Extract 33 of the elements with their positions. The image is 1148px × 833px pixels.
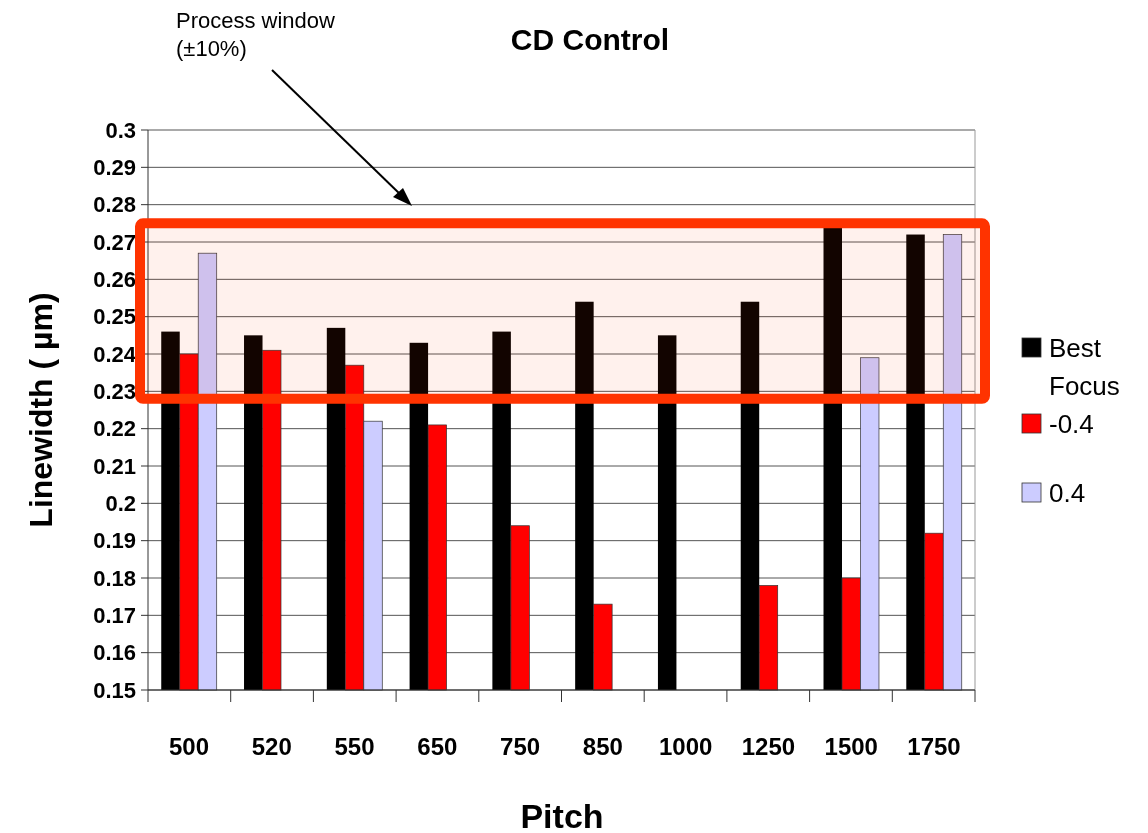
y-tick-label: 0.2 bbox=[105, 491, 136, 517]
x-tick-label: 550 bbox=[334, 733, 375, 760]
x-tick-label: 1750 bbox=[907, 733, 961, 760]
y-tick-label: 0.22 bbox=[93, 416, 136, 442]
y-tick-label: 0.21 bbox=[93, 453, 136, 479]
legend-label: -0.4 bbox=[1049, 409, 1094, 439]
x-tick-label: 1250 bbox=[741, 733, 796, 760]
x-tick-label: 500 bbox=[168, 733, 209, 760]
y-tick-label: 0.16 bbox=[93, 640, 136, 666]
legend-label: 0.4 bbox=[1049, 478, 1086, 508]
chart-title: CD Control bbox=[510, 23, 670, 56]
y-tick-label: 0.26 bbox=[93, 267, 136, 293]
x-tick-label: 850 bbox=[582, 733, 623, 760]
x-tick-label: 750 bbox=[500, 733, 541, 760]
x-tick-label: 520 bbox=[251, 733, 292, 760]
y-tick-label: 0.18 bbox=[93, 565, 136, 591]
x-tick-label: 1500 bbox=[824, 733, 878, 760]
y-axis-title: Linewidth ( µm) bbox=[23, 292, 59, 528]
y-tick-label: 0.25 bbox=[93, 304, 136, 330]
y-tick-label: 0.24 bbox=[93, 341, 137, 367]
x-axis-title: Pitch bbox=[520, 797, 604, 833]
y-tick-label: 0.28 bbox=[93, 192, 136, 218]
y-tick-label: 0.27 bbox=[93, 229, 136, 255]
y-tick-label: 0.29 bbox=[93, 155, 136, 181]
y-tick-label: 0.3 bbox=[105, 117, 136, 143]
legend-label: Best Focus bbox=[1049, 333, 1120, 401]
y-tick-label: 0.19 bbox=[93, 528, 136, 554]
x-tick-label: 650 bbox=[417, 733, 458, 760]
y-tick-label: 0.17 bbox=[93, 603, 136, 629]
x-tick-label: 1000 bbox=[658, 733, 713, 760]
y-tick-label: 0.15 bbox=[93, 677, 136, 703]
text: Process window (±10%) bbox=[176, 8, 336, 61]
y-tick-label: 0.23 bbox=[93, 379, 136, 405]
